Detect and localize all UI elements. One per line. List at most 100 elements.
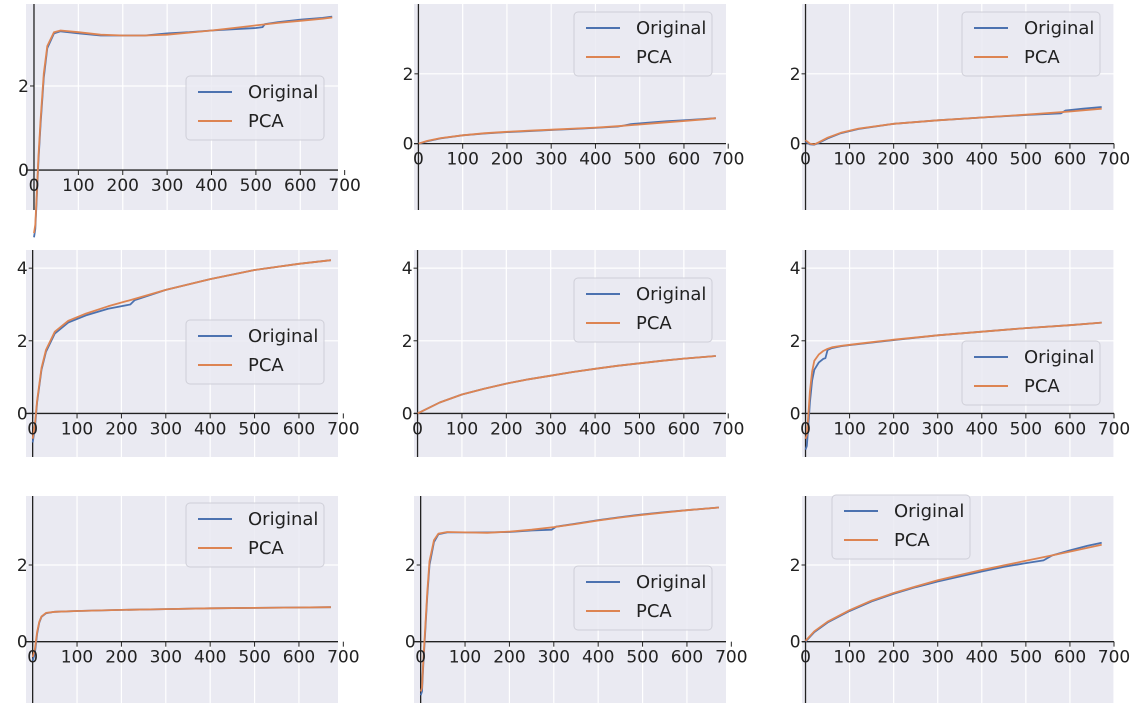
x-tick-label: 300 [922, 150, 954, 170]
x-tick-label: 700 [1098, 150, 1130, 170]
x-tick-label: 500 [240, 176, 272, 196]
x-tick-label: 200 [490, 419, 522, 439]
y-tick-label: 0 [17, 404, 28, 424]
x-tick-label: 0 [29, 176, 40, 196]
chart-panel-3: 0 100 200 300 400 500 600 700 0 2 Original PCA [790, 4, 1130, 210]
legend-label-original: Original [248, 326, 318, 347]
series-line-pca [804, 543, 1102, 642]
legend-label-original: Original [1024, 18, 1094, 39]
x-tick-label: 100 [62, 176, 94, 196]
legend: Original PCA [831, 494, 971, 560]
x-tick-label: 600 [283, 648, 315, 668]
x-tick-label: 300 [150, 419, 182, 439]
x-tick-label: 500 [238, 648, 270, 668]
x-tick-label: 700 [1098, 419, 1130, 439]
x-tick-label: 200 [493, 648, 525, 668]
y-tick-label: 0 [403, 135, 414, 155]
series-line-pca [31, 259, 332, 439]
x-tick-label: 600 [1054, 648, 1086, 668]
x-tick-label: 0 [800, 648, 811, 668]
x-tick-label: 400 [579, 419, 611, 439]
x-tick-label: 0 [800, 419, 811, 439]
series-line-pca [417, 355, 716, 415]
x-tick-label: 700 [327, 648, 359, 668]
x-tick-label: 300 [535, 150, 567, 170]
x-tick-label: 600 [668, 150, 700, 170]
x-tick-label: 100 [449, 648, 481, 668]
y-tick-label: 0 [18, 161, 29, 181]
x-tick-label: 200 [877, 648, 909, 668]
x-tick-label: 500 [1010, 648, 1042, 668]
y-tick-label: 2 [17, 556, 28, 576]
y-tick-label: 4 [17, 259, 28, 279]
x-tick-label: 0 [412, 419, 423, 439]
legend: Original PCA [185, 502, 325, 568]
x-tick-label: 400 [966, 648, 998, 668]
legend: Original PCA [185, 319, 325, 385]
x-tick-label: 0 [415, 648, 426, 668]
x-tick-label: 600 [284, 176, 316, 196]
series-line-pca [33, 16, 333, 234]
x-tick-label: 100 [61, 419, 93, 439]
x-tick-label: 600 [1054, 150, 1086, 170]
y-tick-label: 2 [17, 332, 28, 352]
x-tick-label: 600 [1054, 419, 1086, 439]
y-tick-label: 2 [18, 77, 29, 97]
x-tick-label: 200 [491, 150, 523, 170]
legend-label-pca: PCA [894, 530, 930, 551]
x-tick-label: 0 [413, 150, 424, 170]
y-tick-label: 0 [790, 135, 801, 155]
x-tick-label: 700 [715, 648, 747, 668]
x-tick-label: 400 [194, 419, 226, 439]
legend-label-pca: PCA [636, 47, 672, 68]
legend-label-pca: PCA [248, 538, 284, 559]
legend-label-pca: PCA [636, 313, 672, 334]
y-tick-label: 0 [402, 404, 413, 424]
x-tick-label: 700 [327, 419, 359, 439]
chart-panel-6: 0 100 200 300 400 500 600 700 0 2 4 Original PCA [790, 250, 1130, 457]
y-tick-label: 0 [790, 404, 801, 424]
y-tick-label: 2 [790, 332, 801, 352]
legend: Original PCA [961, 11, 1101, 77]
legend-label-original: Original [894, 501, 964, 522]
series-line-pca [419, 506, 719, 692]
y-tick-label: 0 [405, 633, 416, 653]
x-tick-label: 500 [623, 150, 655, 170]
legend: Original PCA [573, 11, 713, 77]
x-tick-label: 400 [966, 150, 998, 170]
x-tick-label: 400 [966, 419, 998, 439]
x-tick-label: 100 [446, 150, 478, 170]
x-tick-label: 500 [1010, 150, 1042, 170]
legend: Original PCA [573, 277, 713, 343]
x-tick-label: 500 [623, 419, 655, 439]
y-tick-label: 2 [402, 332, 413, 352]
x-tick-label: 300 [922, 648, 954, 668]
legend-label-original: Original [636, 572, 706, 593]
x-tick-label: 0 [800, 150, 811, 170]
legend-label-pca: PCA [248, 355, 284, 376]
chart-panel-9: 0 100 200 300 400 500 600 700 0 2 Original PCA [790, 494, 1130, 703]
x-tick-label: 600 [283, 419, 315, 439]
legend: Original PCA [961, 340, 1101, 406]
legend: Original PCA [573, 565, 713, 631]
x-tick-label: 400 [194, 648, 226, 668]
x-tick-label: 100 [446, 419, 478, 439]
y-tick-label: 2 [790, 65, 801, 85]
chart-panel-7: 0 100 200 300 400 500 600 700 0 2 Original PCA [17, 496, 360, 703]
x-tick-label: 300 [150, 648, 182, 668]
series-line-pca [31, 606, 331, 658]
legend-label-pca: PCA [1024, 376, 1060, 397]
x-tick-label: 0 [27, 648, 38, 668]
x-tick-label: 600 [668, 419, 700, 439]
legend: Original PCA [185, 75, 325, 141]
x-tick-label: 200 [107, 176, 139, 196]
y-tick-label: 0 [17, 633, 28, 653]
legend-label-pca: PCA [636, 601, 672, 622]
legend-label-pca: PCA [1024, 47, 1060, 68]
x-tick-label: 200 [877, 419, 909, 439]
legend-label-original: Original [636, 284, 706, 305]
x-tick-label: 100 [833, 419, 865, 439]
y-tick-label: 4 [790, 259, 801, 279]
y-tick-label: 2 [403, 65, 414, 85]
